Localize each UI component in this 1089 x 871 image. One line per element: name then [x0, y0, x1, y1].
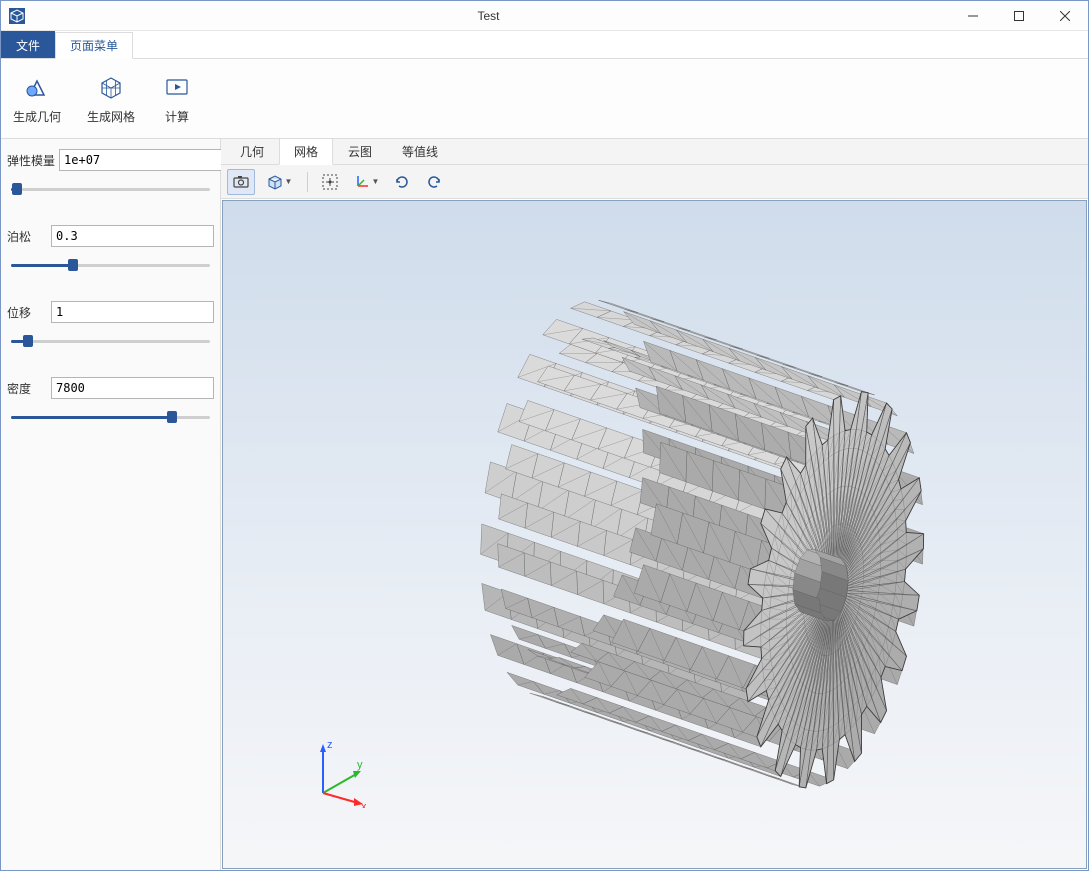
poisson-input[interactable]	[51, 225, 214, 247]
view-tab-contour[interactable]: 等值线	[387, 138, 453, 164]
ribbon-compute-label: 计算	[165, 108, 189, 125]
view-tab-geometry[interactable]: 几何	[225, 138, 279, 164]
density-label: 密度	[7, 380, 47, 397]
view-tab-cloud[interactable]: 云图	[333, 138, 387, 164]
window-controls	[950, 1, 1088, 31]
play-icon	[161, 72, 193, 104]
ribbon-compute-button[interactable]: 计算	[157, 70, 197, 127]
rotate-cw-icon	[393, 173, 411, 191]
prop-poisson: 泊松	[7, 225, 214, 273]
app-icon	[7, 6, 27, 26]
displacement-label: 位移	[7, 304, 47, 321]
body: 弹性模量 泊松 位移	[1, 139, 1088, 870]
rotate-cw-button[interactable]	[388, 169, 416, 195]
viewport-toolbar: ▼ ▼	[221, 165, 1088, 199]
viewport-3d[interactable]: z y x	[222, 200, 1087, 869]
ribbon-gen-mesh-label: 生成网格	[87, 108, 135, 125]
fit-view-button[interactable]	[316, 169, 344, 195]
elastic-modulus-input[interactable]	[59, 149, 222, 171]
prop-displacement: 位移	[7, 301, 214, 349]
maximize-button[interactable]	[996, 1, 1042, 31]
elastic-modulus-label: 弹性模量	[7, 152, 55, 169]
ribbon-gen-mesh-button[interactable]: 生成网格	[83, 70, 139, 127]
ribbon-gen-geometry-button[interactable]: 生成几何	[9, 70, 65, 127]
titlebar: Test	[1, 1, 1088, 31]
geometry-icon	[21, 72, 53, 104]
view-cube-button[interactable]: ▼	[259, 169, 299, 195]
menu-tabs: 文件 页面菜单	[1, 31, 1088, 59]
ribbon-gen-geometry-label: 生成几何	[13, 108, 61, 125]
screenshot-button[interactable]	[227, 169, 255, 195]
camera-icon	[232, 173, 250, 191]
chevron-down-icon: ▼	[285, 177, 293, 186]
ribbon: 生成几何 生成网格 计算	[1, 59, 1088, 139]
view-tab-mesh[interactable]: 网格	[279, 138, 333, 165]
fit-icon	[321, 173, 339, 191]
elastic-modulus-slider[interactable]	[7, 181, 214, 197]
rotate-ccw-button[interactable]	[420, 169, 448, 195]
prop-elastic-modulus: 弹性模量	[7, 149, 214, 197]
properties-panel: 弹性模量 泊松 位移	[1, 139, 221, 870]
prop-density: 密度	[7, 377, 214, 425]
minimize-button[interactable]	[950, 1, 996, 31]
poisson-slider[interactable]	[7, 257, 214, 273]
menu-tab-file[interactable]: 文件	[1, 31, 55, 58]
displacement-slider[interactable]	[7, 333, 214, 349]
app-window: Test 文件 页面菜单 生成几何 生成网格 计算	[0, 0, 1089, 871]
poisson-label: 泊松	[7, 228, 47, 245]
mesh-render	[223, 201, 1086, 868]
cube-icon	[266, 173, 284, 191]
rotate-ccw-icon	[425, 173, 443, 191]
density-slider[interactable]	[7, 409, 214, 425]
close-button[interactable]	[1042, 1, 1088, 31]
displacement-input[interactable]	[51, 301, 214, 323]
density-input[interactable]	[51, 377, 214, 399]
window-title: Test	[27, 9, 950, 23]
axis-toggle-button[interactable]: ▼	[348, 169, 384, 195]
main-area: 几何 网格 云图 等值线 ▼ ▼	[221, 139, 1088, 870]
menu-tab-page[interactable]: 页面菜单	[55, 32, 133, 59]
axis-icon	[353, 173, 371, 191]
mesh-icon	[95, 72, 127, 104]
toolbar-separator	[307, 172, 308, 192]
chevron-down-icon: ▼	[372, 177, 380, 186]
view-tabs: 几何 网格 云图 等值线	[221, 139, 1088, 165]
